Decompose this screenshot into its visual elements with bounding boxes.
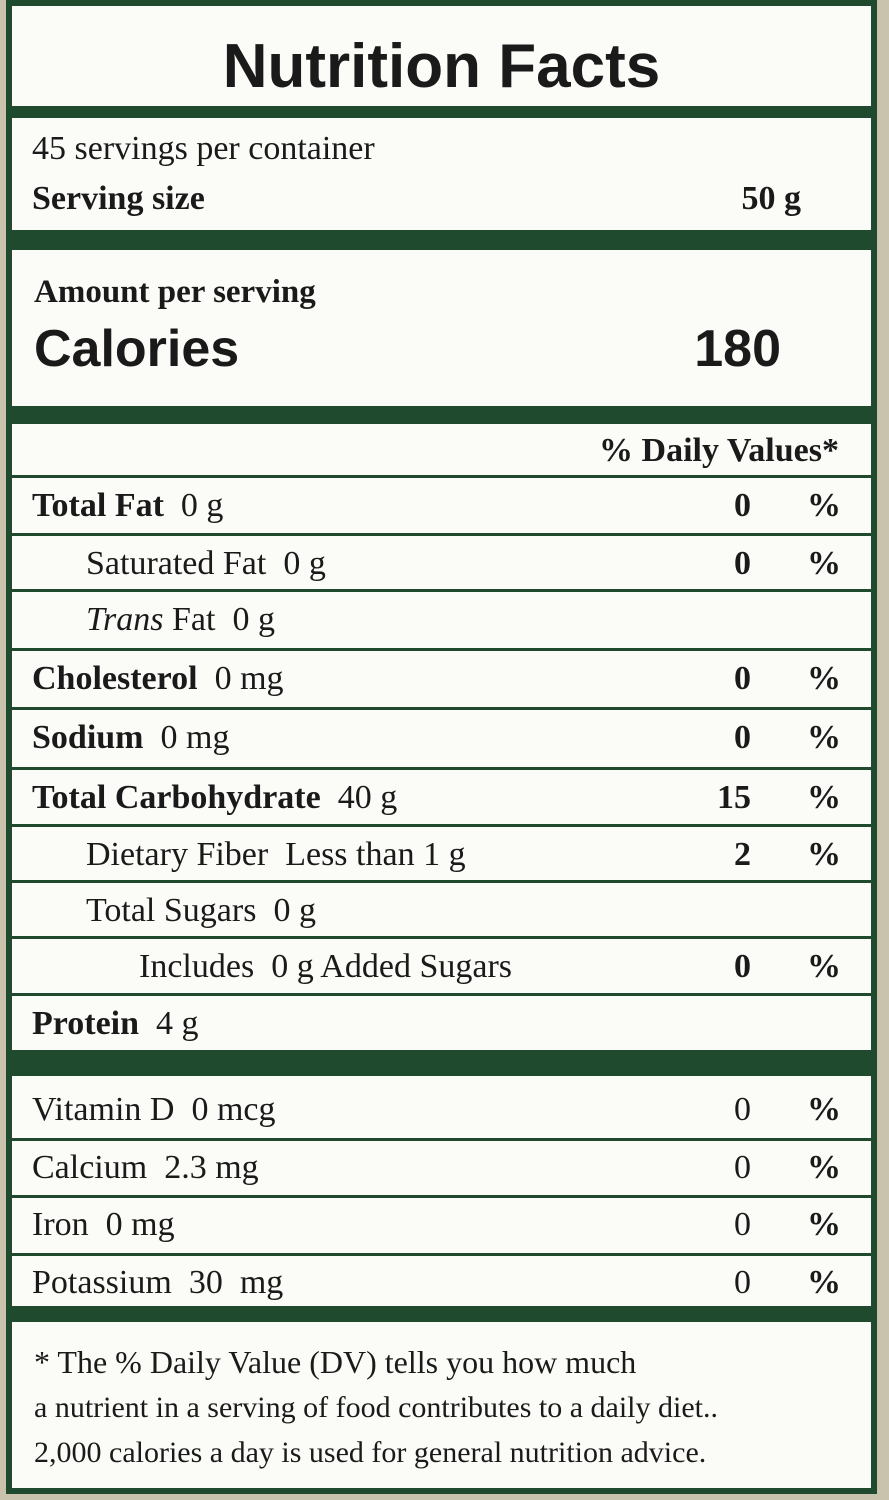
daily-value: 0 bbox=[734, 719, 751, 756]
nutrient-amount: 0 mg bbox=[105, 1206, 175, 1243]
nutrient-label: Total Sugars bbox=[86, 892, 257, 929]
divider bbox=[12, 230, 871, 250]
daily-value: 0 bbox=[734, 660, 751, 697]
percent-sign: % bbox=[807, 487, 841, 524]
nutrient-name: Includes 0 g Added Sugars bbox=[139, 945, 512, 989]
nutrient-label: Dietary Fiber bbox=[86, 836, 269, 873]
percent-sign: % bbox=[807, 545, 841, 582]
nutrient-label: Potassium bbox=[32, 1264, 172, 1301]
nutrient-name: Iron 0 mg bbox=[32, 1203, 175, 1247]
nutrient-name: Potassium 30 mg bbox=[32, 1261, 283, 1305]
nutrient-label: Total Carbohydrate bbox=[32, 779, 321, 816]
nutrient-label: Total Fat bbox=[32, 487, 164, 524]
nutrient-amount: 40 g bbox=[337, 779, 398, 816]
amount-header: Amount per serving bbox=[34, 274, 316, 310]
footnote-line: 2,000 calories a day is used for general… bbox=[34, 1436, 707, 1469]
row-divider bbox=[12, 475, 871, 478]
row-divider bbox=[12, 936, 871, 939]
divider bbox=[12, 1306, 871, 1322]
nutrient-amount: Less than 1 g bbox=[285, 836, 466, 873]
nutrient-name: Dietary Fiber Less than 1 g bbox=[86, 833, 466, 877]
nutrient-amount: 0 mcg bbox=[191, 1091, 276, 1128]
daily-value: 0 bbox=[734, 1206, 751, 1243]
nutrient-name: Protein 4 g bbox=[32, 1002, 199, 1046]
nutrient-label: Includes bbox=[139, 948, 255, 985]
footnote-line: a nutrient in a serving of food contribu… bbox=[34, 1391, 718, 1424]
nutrient-name: Total Carbohydrate 40 g bbox=[32, 776, 397, 820]
daily-value: 0 bbox=[734, 545, 751, 582]
nutrient-name: Sodium 0 mg bbox=[32, 716, 229, 760]
nutrition-label: Nutrition Facts 45 servings per containe… bbox=[6, 0, 877, 1494]
nutrient-name: Cholesterol 0 mg bbox=[32, 657, 284, 701]
nutrient-amount: 0 g bbox=[180, 487, 224, 524]
footnote-line: * The % Daily Value (DV) tells you how m… bbox=[34, 1344, 637, 1380]
daily-value: 2 bbox=[734, 836, 751, 873]
calories-value: 180 bbox=[694, 320, 781, 378]
row-divider bbox=[12, 589, 871, 592]
divider bbox=[12, 1050, 871, 1076]
nutrient-amount: 0 g Added Sugars bbox=[271, 948, 513, 985]
row-divider bbox=[12, 1253, 871, 1256]
nutrient-amount: 30 mg bbox=[188, 1264, 284, 1301]
nutrient-label: Fat bbox=[172, 601, 216, 638]
daily-value: 0 bbox=[734, 1149, 751, 1186]
nutrient-label: Cholesterol bbox=[32, 660, 198, 697]
nutrient-name: Total Sugars 0 g bbox=[86, 889, 316, 933]
nutrient-name: Saturated Fat 0 g bbox=[86, 542, 326, 586]
percent-sign: % bbox=[807, 660, 841, 697]
row-divider bbox=[12, 533, 871, 536]
percent-sign: % bbox=[807, 1264, 841, 1301]
row-divider bbox=[12, 993, 871, 996]
daily-value: 0 bbox=[734, 1091, 751, 1128]
nutrient-label: Vitamin D bbox=[32, 1091, 175, 1128]
percent-sign: % bbox=[807, 1091, 841, 1128]
serving-size-label: Serving size bbox=[32, 180, 205, 217]
calories-label: Calories bbox=[34, 320, 240, 378]
percent-sign: % bbox=[807, 1206, 841, 1243]
row-divider bbox=[12, 880, 871, 883]
nutrient-label: Iron bbox=[32, 1206, 89, 1243]
daily-values-header: % Daily Values* bbox=[599, 432, 839, 469]
nutrient-amount: 0 mg bbox=[160, 719, 230, 756]
nutrient-label: Sodium bbox=[32, 719, 144, 756]
row-divider bbox=[12, 767, 871, 770]
percent-sign: % bbox=[807, 719, 841, 756]
nutrient-name: Total Fat 0 g bbox=[32, 484, 223, 528]
nutrient-amount: 0 mg bbox=[214, 660, 284, 697]
nutrient-label: Protein bbox=[32, 1005, 140, 1042]
nutrient-label: Calcium bbox=[32, 1149, 148, 1186]
row-divider bbox=[12, 648, 871, 651]
serving-size-value: 50 g bbox=[741, 180, 802, 217]
daily-value: 15 bbox=[717, 779, 751, 816]
nutrient-name-italic: Trans bbox=[86, 601, 164, 638]
divider bbox=[12, 406, 871, 424]
row-divider bbox=[12, 1138, 871, 1141]
row-divider bbox=[12, 824, 871, 827]
nutrient-amount: 0 g bbox=[232, 601, 275, 638]
row-divider bbox=[12, 707, 871, 710]
servings-per-container: 45 servings per container bbox=[32, 130, 375, 167]
percent-sign: % bbox=[807, 1149, 841, 1186]
percent-sign: % bbox=[807, 836, 841, 873]
daily-value: 0 bbox=[734, 1264, 751, 1301]
nutrient-name: Calcium 2.3 mg bbox=[32, 1146, 259, 1190]
percent-sign: % bbox=[807, 948, 841, 985]
nutrient-amount: 4 g bbox=[156, 1005, 199, 1042]
daily-value: 0 bbox=[734, 948, 751, 985]
nutrient-name: Vitamin D 0 mcg bbox=[32, 1088, 276, 1132]
percent-sign: % bbox=[807, 779, 841, 816]
divider bbox=[12, 106, 871, 118]
nutrient-amount: 2.3 mg bbox=[164, 1149, 259, 1186]
title: Nutrition Facts bbox=[222, 32, 661, 101]
nutrient-amount: 0 g bbox=[273, 892, 316, 929]
nutrient-name: Trans Fat 0 g bbox=[86, 598, 275, 642]
daily-value: 0 bbox=[734, 487, 751, 524]
nutrient-label: Saturated Fat bbox=[86, 545, 267, 582]
nutrient-amount: 0 g bbox=[283, 545, 326, 582]
row-divider bbox=[12, 1195, 871, 1198]
